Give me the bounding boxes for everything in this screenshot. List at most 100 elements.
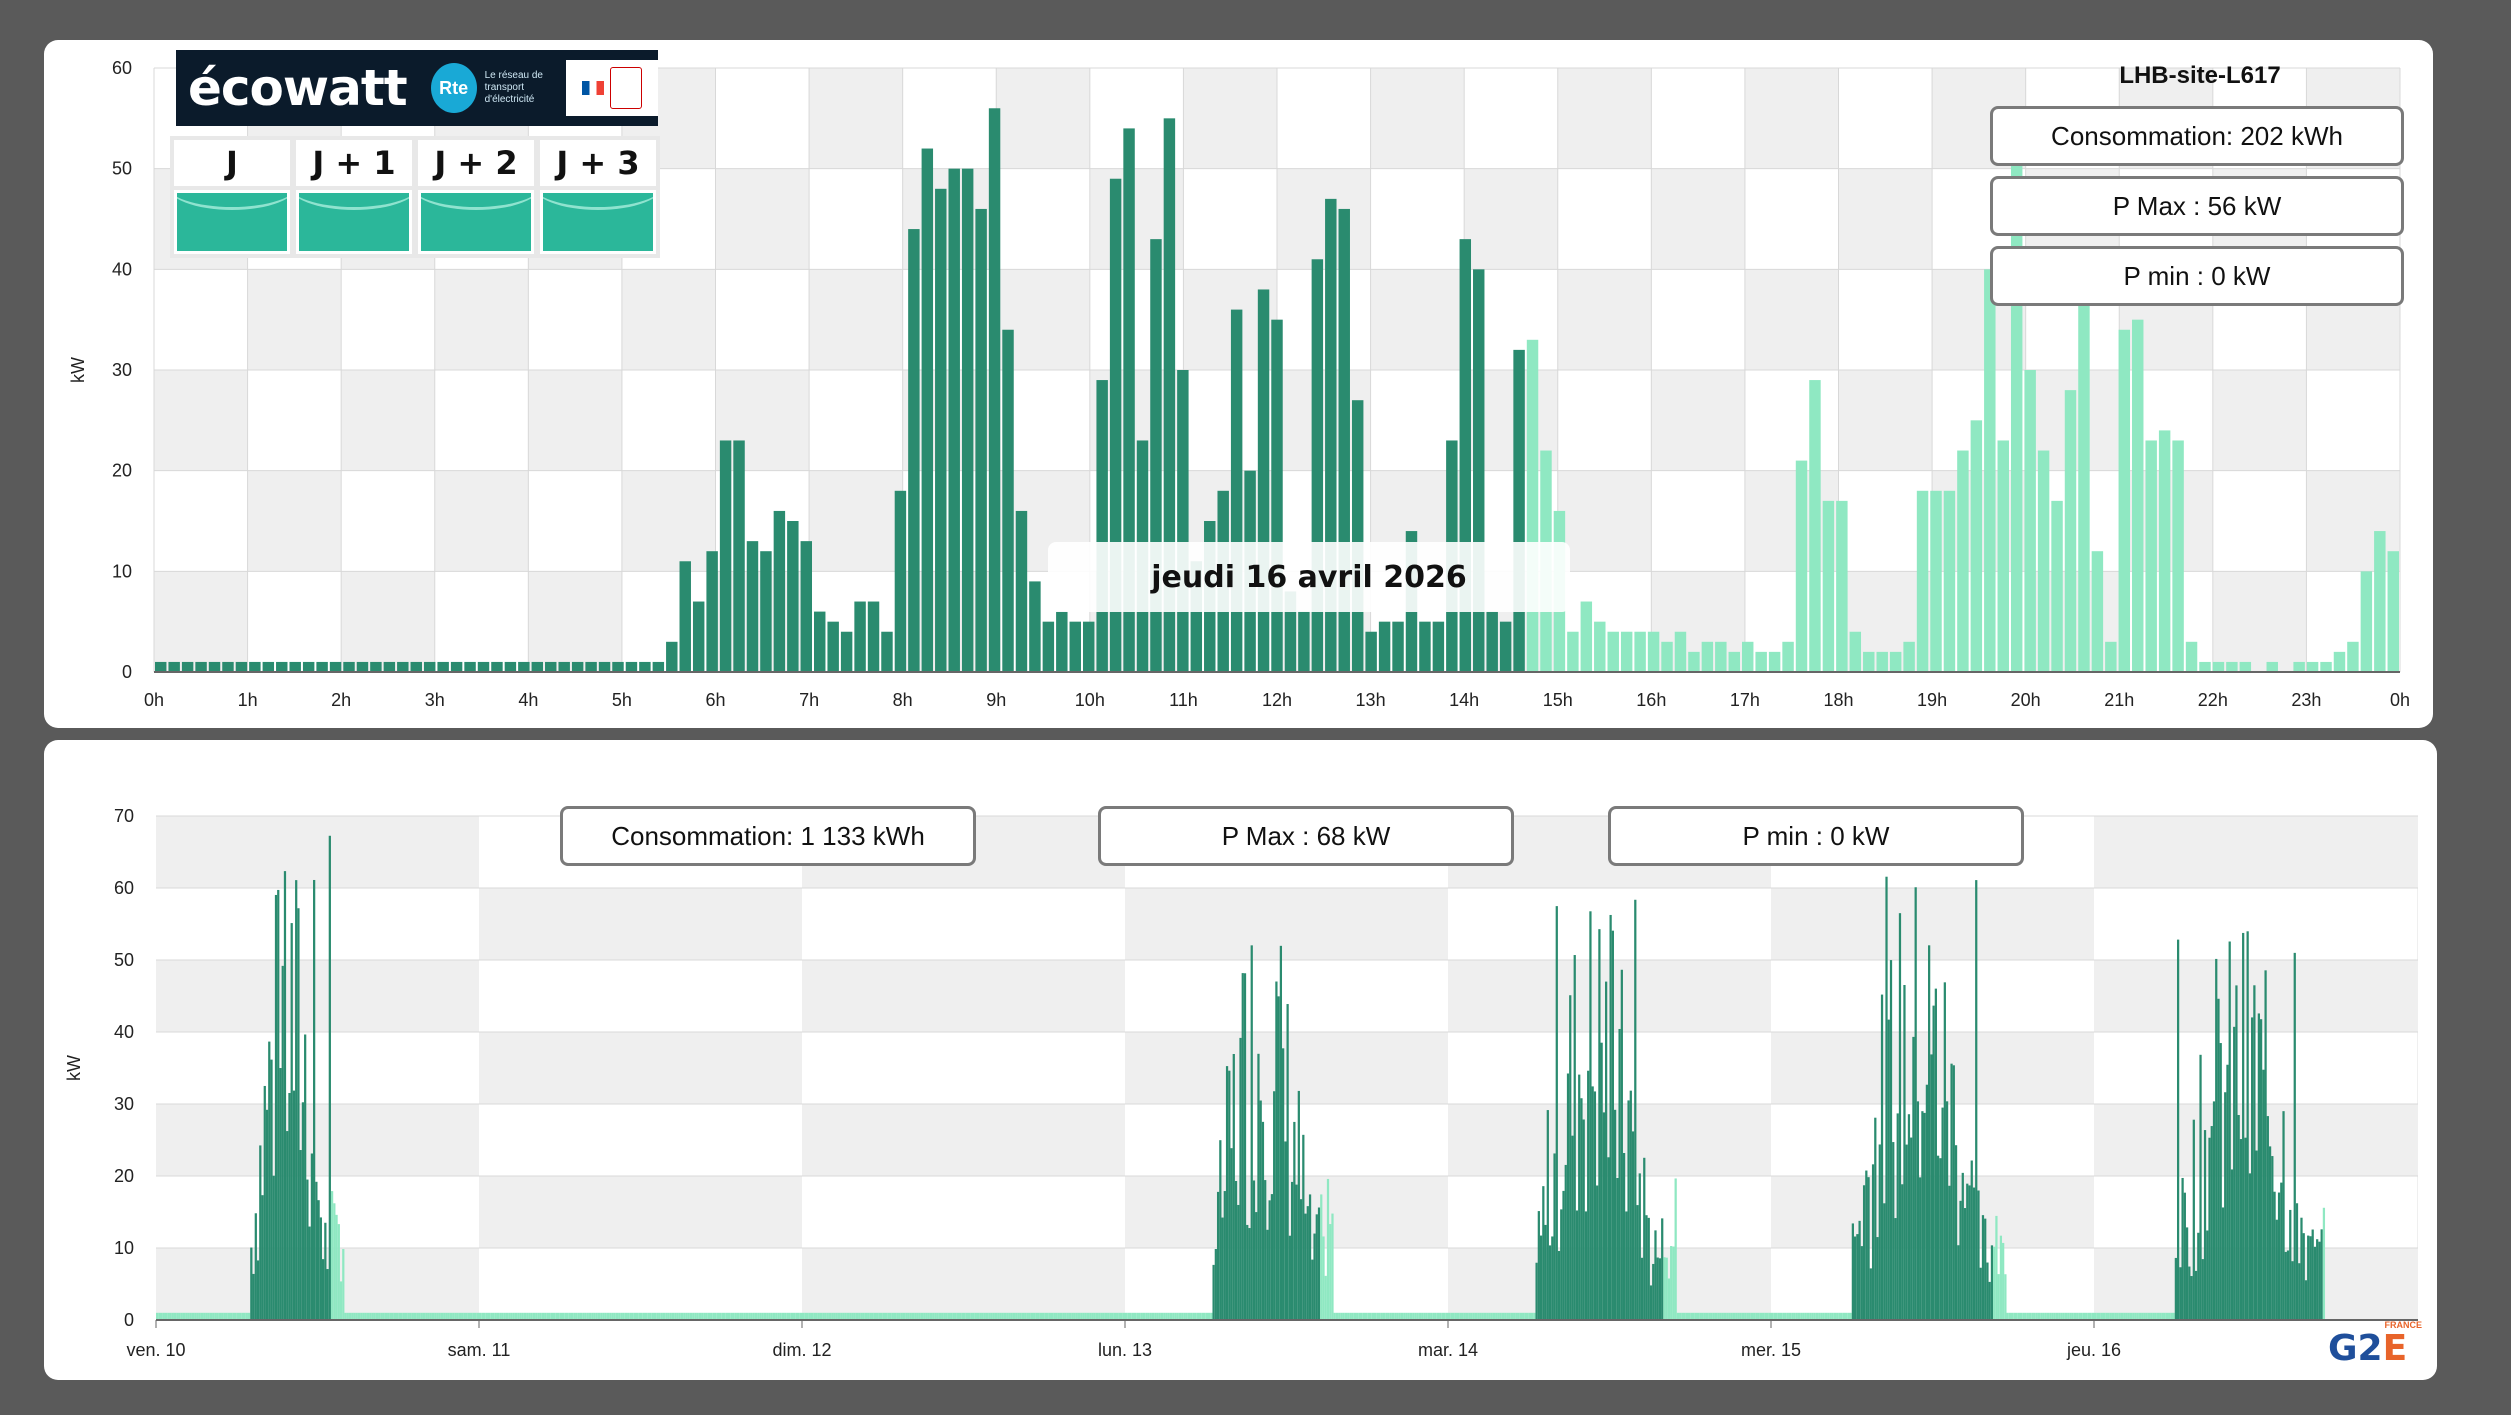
ecowatt-signal-green (296, 190, 412, 254)
baseline-bar (2028, 1312, 2032, 1320)
baseline-bar (1064, 1312, 1067, 1320)
baseline-bar (2107, 1312, 2110, 1320)
baseline-bar (844, 1312, 847, 1320)
baseline-bar (952, 1312, 955, 1320)
baseline-bar (644, 1312, 648, 1320)
baseline-bar (979, 1312, 982, 1320)
baseline-bar (1387, 1312, 1390, 1320)
baseline-bar (1443, 1312, 1446, 1320)
baseline-bar (2037, 1312, 2041, 1320)
baseline-bar (1382, 1312, 1386, 1320)
forecast-bar (2360, 571, 2373, 672)
grid-cell (528, 470, 622, 572)
baseline-bar (974, 1312, 977, 1320)
baseline-bar (1728, 1312, 1731, 1320)
baseline-bar (1349, 1312, 1352, 1320)
power-bar (1582, 1119, 1585, 1320)
power-bar (437, 661, 449, 672)
baseline-bar (2114, 1312, 2117, 1320)
forecast-bar (1930, 490, 1942, 672)
power-bar (1580, 1098, 1583, 1320)
power-bar (1867, 1177, 1870, 1320)
baseline-bar (1739, 1312, 1742, 1320)
baseline-bar (846, 1312, 850, 1320)
grid-cell (479, 960, 802, 1032)
baseline-bar (2159, 1312, 2162, 1320)
baseline-bar (1694, 1312, 1697, 1320)
power-bar (274, 894, 278, 1320)
power-bar (2259, 1019, 2263, 1320)
forecast-bar (1755, 651, 1767, 672)
baseline-bar (613, 1312, 616, 1320)
x-tick-label: 13h (1356, 690, 1386, 710)
baseline-bar (631, 1312, 634, 1320)
baseline-bar (1091, 1312, 1094, 1320)
baseline-bar (461, 1312, 464, 1320)
power-bar (268, 1041, 271, 1320)
baseline-bar (761, 1312, 764, 1320)
baseline-bar (1820, 1312, 1823, 1320)
power-bar (679, 561, 691, 672)
power-bar (1961, 1172, 1964, 1320)
baseline-bar (230, 1312, 233, 1320)
power-bar (2181, 1177, 2184, 1320)
baseline-bar (914, 1312, 917, 1320)
y-axis-label: kW (64, 1055, 84, 1081)
baseline-bar (945, 1312, 948, 1320)
power-bar (948, 168, 960, 672)
power-bar (1542, 1186, 1545, 1320)
power-bar (1988, 1281, 1991, 1320)
power-bar (283, 871, 287, 1320)
power-bar (2228, 941, 2231, 1320)
power-bar (222, 661, 234, 672)
baseline-bar (1118, 1312, 1121, 1320)
baseline-bar (1786, 1312, 1789, 1320)
power-bar (1546, 1110, 1549, 1320)
baseline-bar (1347, 1312, 1350, 1320)
forecast-bar (2387, 551, 2399, 672)
baseline-bar (1744, 1312, 1747, 1320)
baseline-bar (2094, 1312, 2097, 1320)
baseline-bar (891, 1312, 894, 1320)
baseline-bar (1456, 1312, 1460, 1320)
forecast-bar (1849, 631, 1862, 672)
power-bar (1876, 1237, 1879, 1320)
baseline-bar (1676, 1312, 1680, 1320)
forecast-bar (1661, 641, 1673, 672)
grid-cell (1838, 269, 1933, 370)
baseline-bar (1046, 1312, 1049, 1320)
forecast-bar (2306, 661, 2319, 672)
g2-e-text: E (2382, 1327, 2408, 1369)
baseline-bar (1362, 1312, 1366, 1320)
baseline-bar (900, 1312, 903, 1320)
baseline-bar (339, 1281, 343, 1320)
baseline-bar (1849, 1312, 1852, 1320)
power-bar (252, 1273, 255, 1320)
y-axis-label: kW (68, 357, 88, 383)
x-tick-label: 0h (2390, 690, 2410, 710)
baseline-bar (712, 1312, 715, 1320)
baseline-bar (1380, 1312, 1383, 1320)
power-bar (1941, 1107, 1944, 1320)
power-bar (423, 661, 436, 672)
baseline-bar (2069, 1312, 2072, 1320)
power-bar (840, 631, 853, 672)
power-bar (760, 551, 772, 672)
power-bar (1535, 1262, 1538, 1320)
power-bar (2295, 1203, 2299, 1320)
forecast-bar (2051, 500, 2063, 672)
baseline-bar (189, 1312, 192, 1320)
baseline-bar (427, 1312, 430, 1320)
power-bar (2239, 1139, 2243, 1320)
forecast-bar (2078, 299, 2090, 672)
grid-cell (1557, 168, 1652, 270)
power-bar (1634, 899, 1637, 1320)
baseline-bar (1993, 1246, 1996, 1320)
baseline-bar (638, 1312, 641, 1320)
baseline-bar (2141, 1312, 2144, 1320)
baseline-bar (1999, 1235, 2003, 1320)
baseline-bar (1454, 1312, 1457, 1320)
power-bar (1950, 1063, 1953, 1320)
baseline-bar (1732, 1312, 1736, 1320)
baseline-bar (1997, 1274, 2000, 1320)
